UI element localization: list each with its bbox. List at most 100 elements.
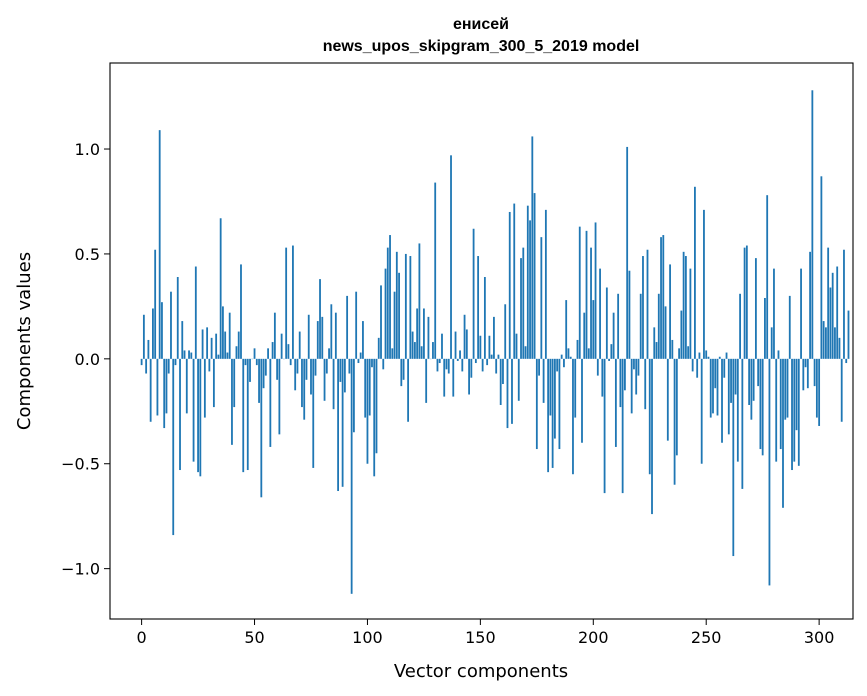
bar-228 [655, 342, 658, 359]
bar-301 [820, 176, 823, 359]
bar-13 [170, 291, 172, 359]
bar-115 [400, 358, 403, 387]
bar-21 [188, 350, 190, 359]
bar-53 [260, 358, 263, 498]
bar-143 [463, 314, 466, 359]
bar-164 [511, 358, 513, 424]
bar-185 [558, 358, 561, 450]
bar-99 [364, 358, 367, 418]
bar-230 [660, 237, 662, 359]
bar-38 [226, 352, 229, 359]
bar-24 [194, 266, 197, 359]
bar-5 [152, 308, 154, 359]
bar-59 [273, 312, 276, 359]
bar-162 [506, 358, 509, 429]
bar-82 [325, 358, 328, 374]
bar-18 [181, 321, 184, 359]
bar-77 [314, 358, 317, 376]
bar-291 [797, 358, 800, 466]
chart-title-line1: енисей [453, 16, 509, 33]
bar-243 [689, 268, 692, 359]
bar-236 [673, 358, 676, 485]
bar-43 [237, 331, 240, 359]
y-axis: −1.0 −0.5 0.0 0.5 1.0 [61, 140, 110, 579]
bar-239 [680, 310, 683, 359]
bar-19 [183, 350, 186, 359]
bar-221 [639, 293, 642, 359]
bar-14 [172, 358, 175, 536]
bar-196 [583, 312, 586, 359]
bar-235 [671, 339, 674, 359]
bar-288 [791, 358, 793, 471]
bar-224 [646, 249, 649, 359]
bar-284 [782, 358, 784, 508]
bar-244 [691, 358, 694, 372]
bar-182 [551, 358, 554, 468]
bar-272 [754, 258, 757, 359]
bar-292 [800, 268, 802, 359]
plot-area-background [110, 63, 853, 619]
bar-277 [766, 195, 769, 359]
bar-11 [165, 358, 168, 414]
x-tick-label: 300 [804, 628, 835, 647]
bar-86 [334, 312, 337, 359]
bar-293 [802, 358, 805, 391]
bar-198 [587, 348, 590, 359]
bar-61 [278, 358, 281, 435]
bar-73 [305, 358, 308, 380]
bar-309 [838, 337, 841, 359]
bar-294 [804, 358, 807, 368]
bar-124 [420, 346, 423, 359]
bar-25 [197, 358, 199, 473]
bar-137 [450, 155, 452, 359]
bar-274 [759, 358, 762, 450]
bar-31 [210, 337, 213, 359]
bar-267 [743, 247, 746, 359]
bar-152 [483, 277, 486, 359]
bar-220 [637, 358, 640, 376]
bar-286 [786, 358, 789, 418]
bar-281 [775, 358, 778, 462]
x-tick-label: 0 [137, 628, 147, 647]
bar-260 [727, 358, 730, 435]
bar-170 [524, 346, 527, 359]
bar-93 [350, 358, 353, 594]
bar-156 [493, 316, 495, 359]
bar-96 [357, 358, 360, 364]
bar-179 [544, 209, 547, 359]
bar-279 [770, 327, 773, 359]
bar-183 [553, 358, 556, 439]
bar-305 [829, 287, 832, 359]
bar-223 [644, 358, 647, 410]
bar-150 [479, 335, 482, 359]
bar-290 [795, 358, 798, 431]
bar-47 [246, 358, 249, 471]
bar-237 [675, 358, 678, 456]
bar-39 [228, 312, 231, 359]
bar-89 [341, 358, 344, 487]
bar-121 [413, 342, 416, 359]
bar-188 [565, 300, 568, 359]
bar-229 [657, 293, 660, 359]
bar-91 [346, 295, 349, 359]
bar-306 [831, 272, 834, 359]
bar-247 [698, 352, 701, 359]
bar-204 [601, 358, 604, 397]
bar-153 [486, 358, 489, 366]
bar-79 [319, 279, 321, 359]
bar-118 [407, 358, 410, 422]
bar-35 [219, 218, 222, 359]
bar-273 [757, 358, 760, 387]
bar-92 [348, 358, 351, 374]
bar-178 [542, 358, 545, 403]
bar-232 [664, 306, 667, 359]
bar-135 [445, 358, 448, 370]
bar-94 [353, 358, 355, 433]
bar-253 [712, 358, 714, 414]
x-tick-label: 200 [578, 628, 609, 647]
bar-102 [371, 358, 373, 368]
bar-97 [359, 352, 362, 359]
bar-30 [208, 358, 211, 372]
x-axis-label: Vector components [394, 661, 568, 682]
